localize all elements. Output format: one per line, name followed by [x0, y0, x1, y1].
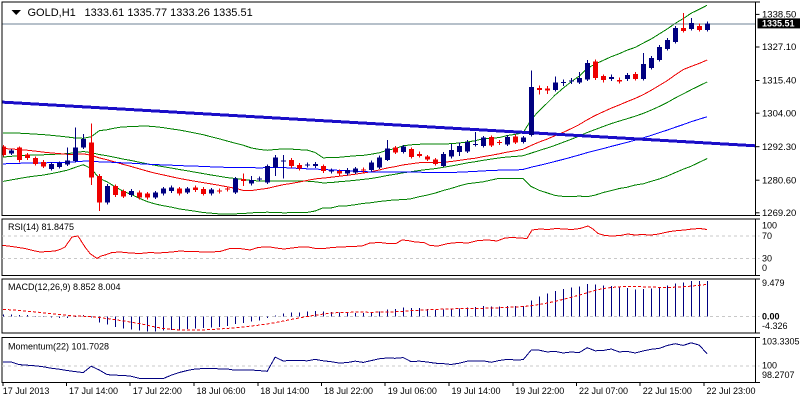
svg-text:0.00: 0.00 [762, 312, 780, 322]
svg-text:1338.50: 1338.50 [762, 10, 796, 21]
svg-text:30: 30 [762, 254, 772, 264]
svg-text:19 Jul 22:00: 19 Jul 22:00 [515, 386, 564, 396]
svg-text:1280.60: 1280.60 [762, 175, 796, 186]
svg-text:MACD(12,26,9) 8.852 8.004: MACD(12,26,9) 8.852 8.004 [8, 282, 121, 292]
svg-text:19 Jul 06:00: 19 Jul 06:00 [388, 386, 437, 396]
svg-text:22 Jul 15:00: 22 Jul 15:00 [643, 386, 692, 396]
svg-text:17 Jul 2013: 17 Jul 2013 [3, 386, 50, 396]
svg-text:RSI(14) 81.8475: RSI(14) 81.8475 [8, 222, 74, 232]
svg-text:18 Jul 14:00: 18 Jul 14:00 [260, 386, 309, 396]
svg-text:17 Jul 22:00: 17 Jul 22:00 [133, 386, 182, 396]
svg-text:1327.10: 1327.10 [762, 42, 796, 53]
svg-text:Momentum(22) 101.7028: Momentum(22) 101.7028 [8, 342, 109, 352]
svg-text:22 Jul 07:00: 22 Jul 07:00 [579, 386, 628, 396]
svg-text:19 Jul 14:00: 19 Jul 14:00 [452, 386, 501, 396]
svg-text:18 Jul 06:00: 18 Jul 06:00 [197, 386, 246, 396]
svg-text:1335.51: 1335.51 [762, 19, 795, 29]
svg-text:22 Jul 23:00: 22 Jul 23:00 [707, 386, 756, 396]
svg-text:1292.30: 1292.30 [762, 142, 796, 153]
svg-text:1333.61 1335.77 1333.26 1335.5: 1333.61 1335.77 1333.26 1335.51 [85, 7, 253, 19]
svg-text:1304.00: 1304.00 [762, 108, 796, 119]
svg-text:1269.20: 1269.20 [762, 208, 796, 219]
svg-text:103.3305: 103.3305 [762, 337, 800, 347]
svg-text:GOLD,H1: GOLD,H1 [28, 7, 76, 19]
svg-text:0: 0 [762, 263, 767, 273]
svg-text:9.479: 9.479 [762, 278, 785, 288]
svg-text:17 Jul 14:00: 17 Jul 14:00 [69, 386, 118, 396]
svg-text:100: 100 [762, 361, 777, 371]
svg-text:18 Jul 22:00: 18 Jul 22:00 [324, 386, 373, 396]
svg-text:100: 100 [762, 221, 777, 231]
svg-text:70: 70 [762, 231, 772, 241]
svg-text:98.2707: 98.2707 [762, 370, 795, 380]
svg-text:1315.40: 1315.40 [762, 76, 796, 87]
svg-text:-4.326: -4.326 [762, 321, 788, 331]
